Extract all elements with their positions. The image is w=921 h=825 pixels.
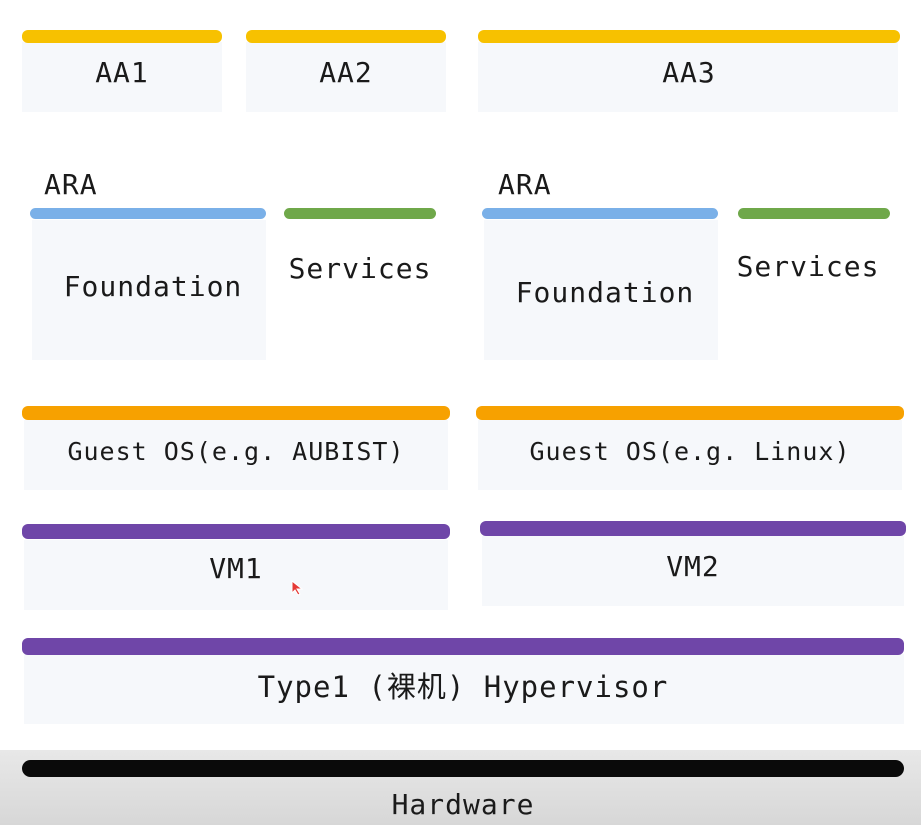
right-guest-os-bar — [476, 406, 904, 420]
aa2-bar — [246, 30, 446, 43]
mouse-cursor-icon — [291, 580, 304, 596]
hardware-bar — [22, 760, 904, 777]
aa1-panel — [22, 42, 222, 112]
right-ara-label: ARA — [498, 168, 552, 201]
hypervisor-bar — [22, 638, 904, 655]
aa1-label: AA1 — [95, 56, 149, 89]
left-guest-os-label: Guest OS(e.g. AUBIST) — [67, 437, 405, 466]
left-guest-panel — [24, 420, 448, 490]
aa3-bar — [478, 30, 900, 43]
hypervisor-label: Type1 (裸机) Hypervisor — [257, 670, 669, 704]
left-ara-label: ARA — [44, 168, 98, 201]
vm1-bar — [22, 524, 450, 539]
left-vm-panel — [24, 540, 448, 610]
left-services-label: Services — [288, 252, 432, 285]
aa3-label: AA3 — [662, 56, 716, 89]
vm1-label: VM1 — [209, 552, 263, 585]
left-foundation-bar — [30, 208, 266, 219]
right-services-bar — [738, 208, 890, 219]
right-foundation-label: Foundation — [515, 276, 695, 309]
aa2-label: AA2 — [319, 56, 373, 89]
right-vm-panel — [482, 536, 904, 606]
left-guest-os-bar — [22, 406, 450, 420]
vm2-label: VM2 — [666, 550, 720, 583]
aa2-panel — [246, 42, 446, 112]
right-foundation-panel — [484, 220, 718, 360]
right-foundation-bar — [482, 208, 718, 219]
right-guest-panel — [478, 420, 902, 490]
right-services-label: Services — [736, 250, 880, 283]
aa3-panel — [478, 42, 898, 112]
aa1-bar — [22, 30, 222, 43]
left-foundation-label: Foundation — [63, 270, 243, 303]
hypervisor-panel — [24, 654, 904, 724]
left-foundation-panel — [32, 220, 266, 360]
right-guest-os-label: Guest OS(e.g. Linux) — [529, 437, 851, 466]
hardware-label: Hardware — [391, 788, 535, 821]
vm2-bar — [480, 521, 906, 536]
left-services-bar — [284, 208, 436, 219]
